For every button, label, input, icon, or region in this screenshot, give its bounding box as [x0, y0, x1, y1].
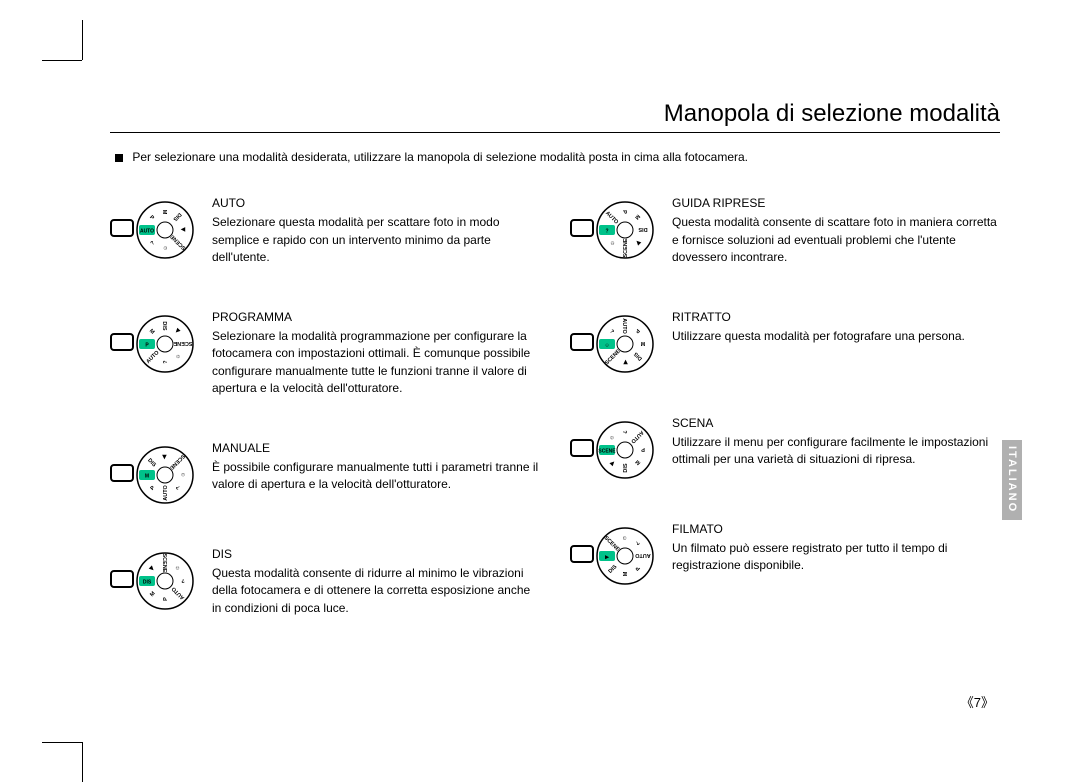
- dial-pointer-icon: [570, 439, 594, 457]
- svg-text:?: ?: [605, 229, 608, 235]
- mode-row-scena: AUTOPMDIS▶SCENE☺? SCENA Utilizzare il me…: [570, 415, 1000, 479]
- mode-title: DIS: [212, 546, 540, 563]
- svg-text:DIS: DIS: [623, 463, 629, 473]
- svg-text:M: M: [623, 571, 629, 576]
- dial-pointer-icon: [110, 219, 134, 237]
- title-rule: [110, 132, 1000, 133]
- svg-text:M: M: [161, 210, 167, 215]
- mode-dial-icon: AUTOPMDIS▶SCENE☺?: [596, 201, 654, 259]
- mode-title: RITRATTO: [672, 309, 1000, 326]
- mode-text: AUTO Selezionare questa modalità per sca…: [212, 195, 540, 267]
- mode-text: DIS Questa modalità consente di ridurre …: [212, 546, 540, 618]
- svg-text:M: M: [145, 473, 149, 479]
- svg-text:☺: ☺: [621, 535, 627, 541]
- mode-text: PROGRAMMA Selezionare la modalità progra…: [212, 309, 540, 398]
- mode-row-ritratto: AUTOPMDIS▶SCENE☺? RITRATTO Utilizzare qu…: [570, 309, 1000, 373]
- mode-desc: Questa modalità consente di scattare fot…: [672, 214, 1000, 266]
- mode-row-auto: AUTOPMDIS▶SCENE☺? AUTO Selezionare quest…: [110, 195, 540, 267]
- svg-text:AUTO: AUTO: [621, 318, 627, 334]
- mode-title: FILMATO: [672, 521, 1000, 538]
- svg-text:▶: ▶: [180, 226, 186, 233]
- svg-text:DIS: DIS: [638, 226, 648, 232]
- dial-wrap: AUTOPMDIS▶SCENE☺?: [570, 521, 660, 585]
- mode-desc: Selezionare questa modalità per scattare…: [212, 214, 540, 266]
- intro-content: Per selezionare una modalità desiderata,…: [132, 150, 748, 164]
- svg-text:M: M: [640, 340, 645, 346]
- mode-row-manuale: AUTOPMDIS▶SCENE☺? MANUALE È possibile co…: [110, 440, 540, 504]
- mode-desc: È possibile configurare manualmente tutt…: [212, 459, 540, 494]
- svg-text:DIS: DIS: [143, 579, 152, 585]
- svg-text:SCENE: SCENE: [173, 340, 192, 346]
- dial-wrap: AUTOPMDIS▶SCENE☺?: [570, 195, 660, 259]
- svg-text:AUTO: AUTO: [140, 229, 154, 235]
- mode-desc: Utilizzare questa modalità per fotografa…: [672, 328, 1000, 345]
- mode-dial-icon: AUTOPMDIS▶SCENE☺?: [596, 315, 654, 373]
- dial-pointer-icon: [110, 464, 134, 482]
- dial-pointer-icon: [570, 219, 594, 237]
- mode-title: PROGRAMMA: [212, 309, 540, 326]
- dial-wrap: AUTOPMDIS▶SCENE☺?: [570, 415, 660, 479]
- svg-text:P: P: [641, 446, 645, 452]
- mode-dial-icon: AUTOPMDIS▶SCENE☺?: [136, 315, 194, 373]
- mode-dial-icon: AUTOPMDIS▶SCENE☺?: [136, 552, 194, 610]
- svg-text:SCENE: SCENE: [598, 448, 616, 454]
- svg-text:P: P: [621, 210, 627, 214]
- mode-text: SCENA Utilizzare il menu per configurare…: [672, 415, 1000, 469]
- page-number: 《7》: [961, 692, 994, 711]
- mode-row-filmato: AUTOPMDIS▶SCENE☺? FILMATO Un filmato può…: [570, 521, 1000, 585]
- svg-text:AUTO: AUTO: [635, 552, 651, 558]
- right-column: AUTOPMDIS▶SCENE☺? GUIDA RIPRESE Questa m…: [570, 195, 1000, 659]
- mode-text: RITRATTO Utilizzare questa modalità per …: [672, 309, 1000, 346]
- mode-dial-icon: AUTOPMDIS▶SCENE☺?: [596, 421, 654, 479]
- svg-text:▶: ▶: [622, 359, 629, 365]
- mode-desc: Un filmato può essere registrato per tut…: [672, 540, 1000, 575]
- svg-text:DIS: DIS: [161, 321, 167, 331]
- svg-text:P: P: [163, 596, 169, 600]
- mode-text: GUIDA RIPRESE Questa modalità consente d…: [672, 195, 1000, 267]
- mode-dial-icon: AUTOPMDIS▶SCENE☺?: [596, 527, 654, 585]
- dial-wrap: AUTOPMDIS▶SCENE☺?: [110, 195, 200, 259]
- mode-desc: Utilizzare il menu per configurare facil…: [672, 434, 1000, 469]
- bullet-icon: [115, 154, 123, 162]
- dial-wrap: AUTOPMDIS▶SCENE☺?: [570, 309, 660, 373]
- dial-wrap: AUTOPMDIS▶SCENE☺?: [110, 440, 200, 504]
- dial-wrap: AUTOPMDIS▶SCENE☺?: [110, 309, 200, 373]
- mode-title: MANUALE: [212, 440, 540, 457]
- page-title: Manopola di selezione modalità: [664, 100, 1000, 128]
- mode-row-dis: AUTOPMDIS▶SCENE☺? DIS Questa modalità co…: [110, 546, 540, 618]
- mode-text: FILMATO Un filmato può essere registrato…: [672, 521, 1000, 575]
- dial-pointer-icon: [570, 545, 594, 563]
- crop-mark: [42, 742, 82, 743]
- mode-desc: Selezionare la modalità programmazione p…: [212, 328, 540, 398]
- language-tab: ITALIANO: [1002, 440, 1022, 520]
- svg-text:☺: ☺: [163, 245, 169, 251]
- crop-mark: [42, 60, 82, 61]
- mode-row-programma: AUTOPMDIS▶SCENE☺? PROGRAMMA Selezionare …: [110, 309, 540, 398]
- dial-wrap: AUTOPMDIS▶SCENE☺?: [110, 546, 200, 610]
- svg-text:☺: ☺: [604, 342, 609, 348]
- mode-row-guida: AUTOPMDIS▶SCENE☺? GUIDA RIPRESE Questa m…: [570, 195, 1000, 267]
- svg-text:▶: ▶: [161, 453, 168, 459]
- svg-text:SCENE: SCENE: [623, 238, 629, 257]
- mode-title: AUTO: [212, 195, 540, 212]
- dial-pointer-icon: [110, 333, 134, 351]
- intro-text: Per selezionare una modalità desiderata,…: [115, 150, 748, 164]
- mode-desc: Questa modalità consente di ridurre al m…: [212, 565, 540, 617]
- svg-text:SCENE: SCENE: [161, 553, 167, 572]
- mode-dial-icon: AUTOPMDIS▶SCENE☺?: [136, 201, 194, 259]
- svg-text:AUTO: AUTO: [163, 484, 169, 500]
- left-column: AUTOPMDIS▶SCENE☺? AUTO Selezionare quest…: [110, 195, 540, 659]
- dial-pointer-icon: [110, 570, 134, 588]
- crop-mark: [82, 742, 83, 782]
- mode-title: SCENA: [672, 415, 1000, 432]
- dial-pointer-icon: [570, 333, 594, 351]
- mode-text: MANUALE È possibile configurare manualme…: [212, 440, 540, 494]
- mode-title: GUIDA RIPRESE: [672, 195, 1000, 212]
- mode-columns: AUTOPMDIS▶SCENE☺? AUTO Selezionare quest…: [110, 195, 1000, 659]
- crop-mark: [82, 20, 83, 60]
- mode-dial-icon: AUTOPMDIS▶SCENE☺?: [136, 446, 194, 504]
- svg-text:☺: ☺: [180, 471, 186, 477]
